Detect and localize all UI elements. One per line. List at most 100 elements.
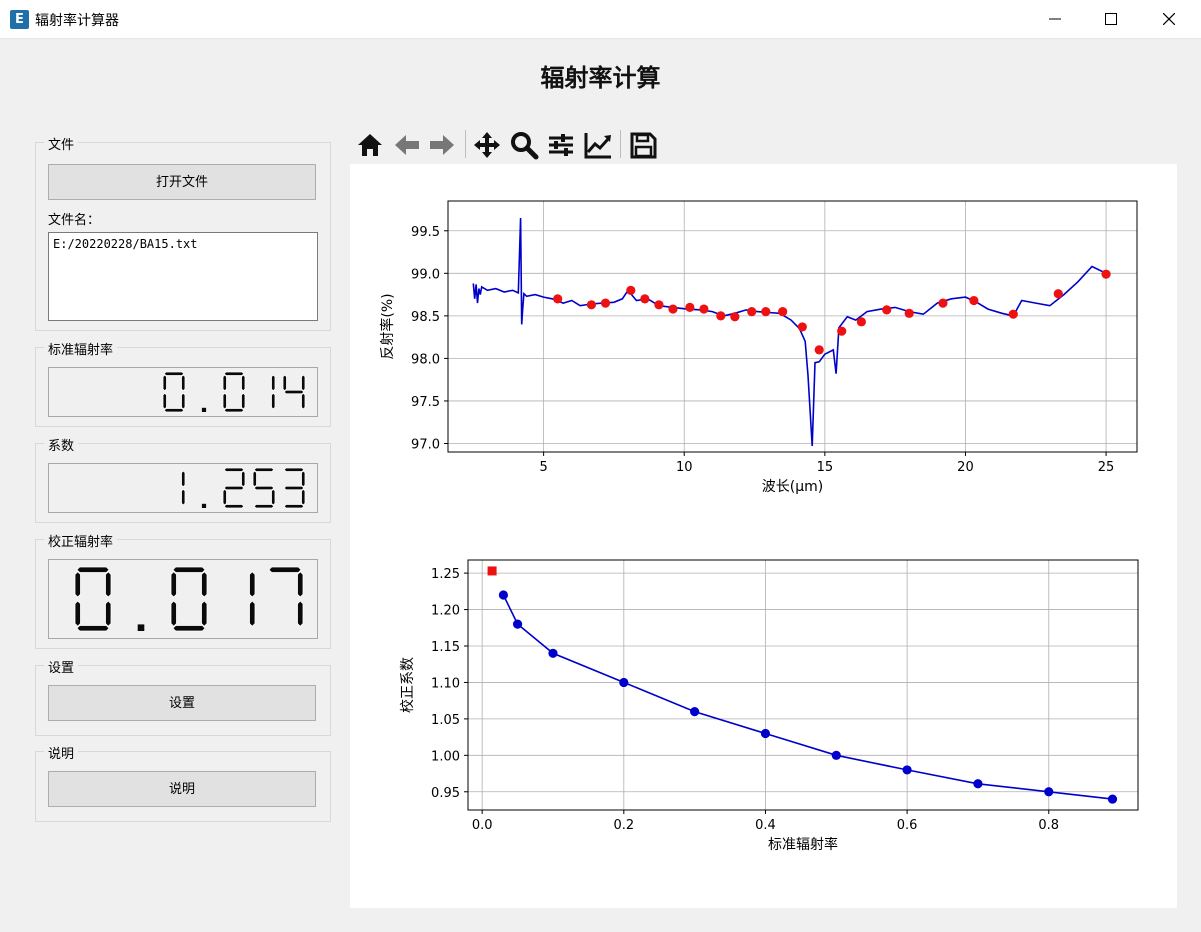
lcd-dot (201, 503, 207, 508)
lcd-dot (201, 407, 207, 412)
data-point (778, 307, 788, 317)
save-icon (630, 132, 657, 159)
page-title: 辐射率计算 (540, 63, 661, 92)
toolbar-separator (465, 130, 466, 158)
plot-figure: 5 10 15 20 25 97.0 97.5 98.0 98.5 99.0 99.5 波长(μm) 反… (379, 200, 1139, 853)
pan-icon (474, 132, 500, 158)
x-axis-label: 标准辐射率 (768, 836, 838, 853)
configure-subplots-icon (549, 134, 573, 156)
coefficient-display (48, 463, 318, 513)
data-point (586, 300, 597, 310)
help-button[interactable]: 说明 (48, 771, 316, 807)
file-group-title: 文件 (44, 134, 79, 153)
lcd-digits (74, 566, 304, 632)
data-point (1008, 309, 1018, 319)
y-tick-label: 1.00 (431, 749, 460, 764)
forward-button[interactable] (425, 128, 459, 162)
home-button[interactable] (353, 128, 387, 162)
data-point (730, 312, 740, 322)
standard-emissivity-group: 标准辐射率 (35, 339, 331, 427)
configure-subplots-button[interactable] (544, 128, 578, 162)
back-arrow-icon (395, 135, 419, 155)
lcd-digit-4 (282, 374, 306, 410)
lcd-digit-7 (268, 566, 304, 627)
edit-axis-icon (584, 133, 611, 159)
filename-textbox[interactable]: E:/20220228/BA15.txt (48, 232, 318, 321)
y-tick-label: 98.0 (411, 352, 440, 367)
help-group-title: 说明 (44, 743, 79, 762)
file-group: 文件 打开文件 文件名： E:/20220228/BA15.txt (35, 134, 331, 331)
zoom-icon (511, 132, 539, 160)
filename-label: 文件名： (48, 213, 101, 228)
x-tick-label: 0.4 (755, 818, 776, 833)
x-tick-label: 0.2 (613, 818, 634, 833)
lcd-digit-1 (181, 470, 186, 506)
data-point (640, 294, 650, 304)
series-2 (487, 566, 497, 576)
minimize-button[interactable] (1026, 0, 1084, 38)
series-2 (553, 269, 1111, 355)
settings-button[interactable]: 设置 (48, 685, 316, 721)
y-tick-label: 98.5 (411, 310, 440, 325)
save-button[interactable] (626, 128, 660, 162)
standard-emissivity-display (48, 367, 318, 417)
data-point (716, 311, 726, 321)
zoom-button[interactable] (507, 128, 541, 162)
chart-2: 0.0 0.2 0.4 0.6 0.8 0.95 1.00 1.05 1.10 1.15 1.20 1… (399, 559, 1139, 853)
y-tick-label: 0.95 (431, 786, 460, 801)
data-point (761, 307, 771, 317)
data-point (553, 294, 563, 304)
data-point (548, 648, 558, 658)
lcd-digit-1 (271, 374, 276, 410)
data-point (619, 677, 629, 688)
lcd-digits (181, 467, 306, 509)
series-line (472, 217, 1107, 447)
plot-canvas[interactable]: 5 10 15 20 25 97.0 97.5 98.0 98.5 99.0 99.5 波长(μm) 反… (350, 164, 1177, 908)
close-button[interactable] (1140, 0, 1198, 38)
pan-button[interactable] (470, 128, 504, 162)
edit-axis-button[interactable] (581, 128, 615, 162)
maximize-button[interactable] (1082, 0, 1140, 38)
lcd-digit-1 (249, 571, 256, 627)
lcd-digit-0 (170, 566, 208, 632)
window-title: 辐射率计算器 (35, 13, 119, 29)
open-file-button[interactable]: 打开文件 (48, 164, 316, 200)
chart-1: 5 10 15 20 25 97.0 97.5 98.0 98.5 99.0 99.5 波长(μm) 反… (379, 200, 1138, 495)
axes-frame (467, 559, 1139, 811)
data-point (904, 308, 914, 318)
y-tick-label: 1.05 (431, 713, 460, 728)
data-point (600, 298, 611, 308)
data-point (837, 326, 847, 336)
lcd-digit-2 (222, 467, 246, 509)
corrected-emissivity-title: 校正辐射率 (44, 531, 118, 550)
coefficient-title: 系数 (44, 435, 79, 454)
lcd-digit-5 (252, 467, 276, 509)
data-point (1107, 794, 1118, 804)
data-point (654, 300, 664, 310)
back-button[interactable] (390, 128, 424, 162)
coefficient-group: 系数 (35, 435, 331, 523)
lcd-digit-0 (222, 371, 246, 413)
y-tick-label: 1.20 (431, 604, 460, 619)
x-tick-label: 20 (957, 460, 974, 475)
settings-group-title: 设置 (44, 657, 79, 676)
data-point (902, 765, 912, 775)
data-point (498, 590, 509, 600)
data-point (969, 295, 979, 306)
data-point (856, 317, 866, 327)
home-icon (358, 134, 382, 156)
y-tick-label: 97.5 (411, 395, 440, 410)
axes-frame (447, 200, 1138, 453)
data-point (685, 302, 695, 312)
lcd-digit-0 (74, 566, 112, 632)
y-axis-label: 反射率(%) (379, 293, 396, 359)
data-point (882, 305, 892, 315)
lcd-digit-3 (283, 467, 306, 509)
series-1 (472, 217, 1107, 447)
corrected-emissivity-display (48, 559, 318, 639)
y-tick-label: 99.0 (411, 267, 440, 282)
standard-emissivity-title: 标准辐射率 (44, 339, 118, 358)
series-1 (498, 590, 1118, 804)
title-bar: E 辐射率计算器 (0, 0, 1201, 39)
data-point (831, 750, 841, 760)
